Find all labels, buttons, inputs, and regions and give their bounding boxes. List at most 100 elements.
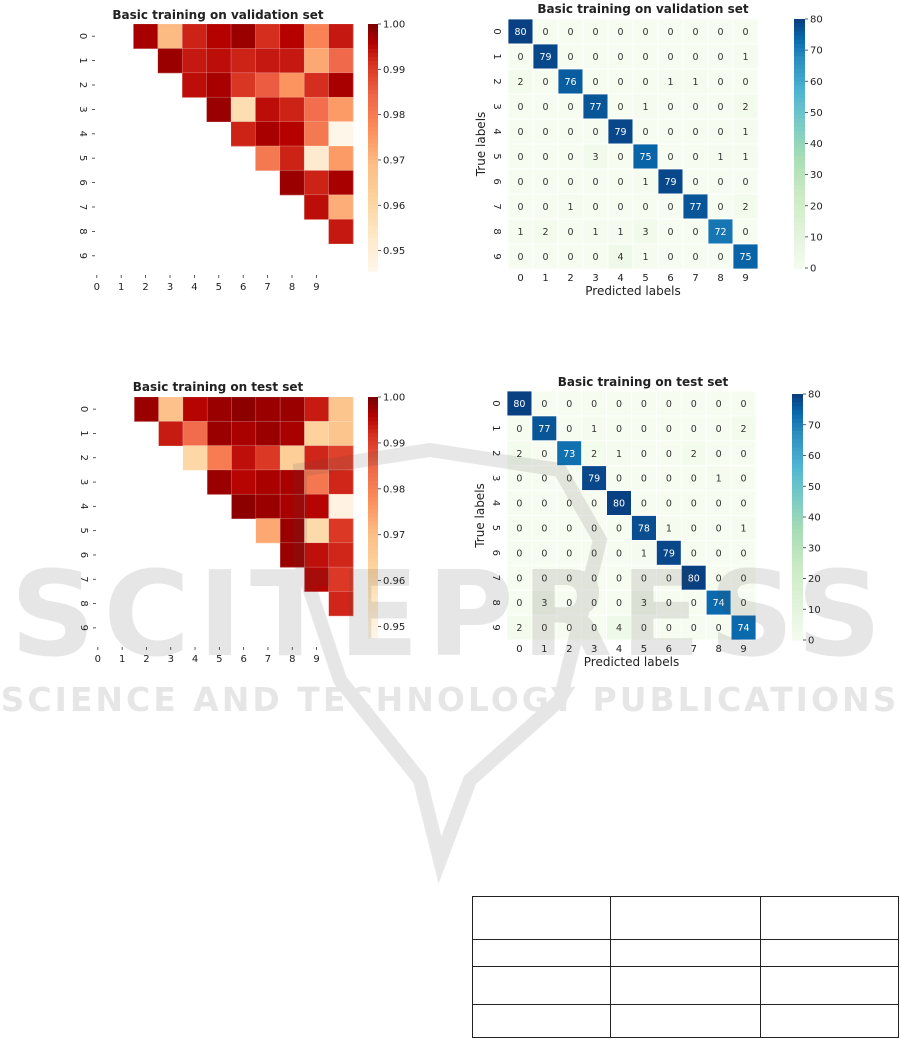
heatmap-colorbar-segment bbox=[368, 529, 378, 535]
confusion-cell-value: 79 bbox=[663, 548, 675, 559]
heatmap-cell-border bbox=[303, 121, 329, 147]
confusion-cell bbox=[506, 490, 533, 516]
heatmap-cell bbox=[206, 48, 232, 74]
confusion-cell bbox=[732, 218, 759, 245]
confusion-colorbar-segment bbox=[792, 582, 803, 588]
heatmap-cell-border bbox=[255, 48, 281, 74]
heatmap-x-tick-label: 7 bbox=[264, 282, 270, 293]
confusion-cell-value: 0 bbox=[617, 202, 623, 213]
confusion-cell-value: 0 bbox=[666, 598, 672, 609]
heatmap-colorbar-segment bbox=[368, 505, 378, 511]
confusion-colorbar-segment bbox=[794, 226, 805, 232]
heatmap-cell-border bbox=[158, 421, 184, 446]
heatmap-colorbar-segment bbox=[368, 77, 378, 83]
confusion-x-tick-label: 6 bbox=[667, 273, 673, 284]
confusion-colorbar-segment bbox=[794, 27, 805, 33]
confusion-cell-value: 0 bbox=[667, 227, 673, 238]
confusion-cell bbox=[631, 564, 657, 591]
confusion-cell-value: 0 bbox=[692, 227, 698, 238]
confusion-cell-value: 1 bbox=[717, 152, 723, 163]
confusion-cell-value: 0 bbox=[717, 252, 723, 263]
heatmap-x-tick-label: 0 bbox=[95, 654, 101, 665]
confusion-cell-value: 0 bbox=[691, 598, 697, 609]
heatmap-cell bbox=[304, 542, 330, 568]
heatmap-colorbar-segment bbox=[368, 168, 378, 173]
colorbar-tick-label: 80 bbox=[810, 15, 823, 26]
heatmap-colorbar-segment bbox=[368, 73, 378, 79]
confusion-colorbar-segment bbox=[792, 537, 803, 543]
heatmap-cell bbox=[304, 445, 330, 471]
colorbar-tick-label: 60 bbox=[810, 77, 823, 88]
confusion-colorbar-segment bbox=[792, 533, 803, 539]
heatmap-cell bbox=[255, 494, 281, 519]
confusion-cell bbox=[632, 18, 659, 45]
confusion-x-tick-label: 0 bbox=[516, 644, 522, 655]
confusion-cell-value: 0 bbox=[741, 399, 747, 410]
confusion-x-tick-label: 5 bbox=[642, 273, 648, 284]
heatmap-colorbar-segment bbox=[368, 52, 378, 58]
confusion-colorbar-segment bbox=[792, 521, 803, 526]
confusion-colorbar-segment bbox=[792, 422, 803, 428]
confusion-colorbar-segment bbox=[792, 558, 803, 563]
heatmap-cell-border bbox=[328, 421, 354, 446]
heatmap-cell-border bbox=[304, 518, 329, 544]
heatmap-cell bbox=[255, 146, 281, 171]
confusion-colorbar-segment bbox=[794, 214, 805, 219]
confusion-colorbar-segment bbox=[794, 122, 805, 128]
confusion-colorbar-segment bbox=[794, 164, 805, 169]
confusion-cell bbox=[581, 614, 608, 641]
confusion-cell-value: 3 bbox=[541, 598, 547, 609]
confusion-y-tick-label: 3 bbox=[490, 475, 501, 481]
confusion-cell-value: 0 bbox=[742, 177, 748, 188]
confusion-cell bbox=[707, 168, 734, 195]
confusion-cell bbox=[631, 614, 657, 641]
confusion-colorbar-segment bbox=[792, 426, 803, 432]
heatmap-colorbar-segment bbox=[368, 266, 378, 272]
confusion-cell bbox=[532, 43, 559, 70]
confusion-cell-value: 3 bbox=[642, 227, 648, 238]
confusion-cell-value: 0 bbox=[716, 623, 722, 634]
heatmap-colorbar-segment bbox=[368, 477, 378, 482]
confusion-cell-value: 0 bbox=[591, 623, 597, 634]
heatmap-cell-border bbox=[328, 518, 354, 544]
confusion-cell-value: 0 bbox=[691, 399, 697, 410]
confusion-cell-value: 0 bbox=[517, 127, 523, 138]
confusion-cell-value: 0 bbox=[616, 474, 622, 485]
heatmap-cell-border bbox=[328, 194, 354, 220]
confusion-colorbar-segment bbox=[792, 402, 803, 407]
heatmap-x-tick-label: 9 bbox=[313, 654, 319, 665]
heatmap-cell-border bbox=[206, 396, 232, 422]
confusion-colorbar-segment bbox=[794, 160, 805, 165]
confusion-cell-value: 0 bbox=[666, 424, 672, 435]
confusion-cell bbox=[607, 193, 634, 220]
confusion-x-axis-label: Predicted labels bbox=[584, 655, 679, 669]
confusion-cell bbox=[682, 168, 709, 195]
table-cell bbox=[760, 896, 899, 940]
heatmap-colorbar-segment bbox=[368, 36, 378, 42]
confusion-cell-value: 0 bbox=[691, 474, 697, 485]
confusion-cell-value: 1 bbox=[741, 523, 747, 534]
heatmap-cell-border bbox=[304, 421, 329, 446]
confusion-x-axis-label: Predicted labels bbox=[585, 284, 680, 298]
confusion-colorbar-segment bbox=[792, 603, 803, 608]
confusion-cell-value: 0 bbox=[742, 27, 748, 38]
confusion-cell bbox=[732, 168, 759, 195]
confusion-colorbar-segment bbox=[794, 64, 805, 70]
heatmap-colorbar-segment bbox=[368, 229, 378, 235]
confusion-cell-value: 0 bbox=[716, 573, 722, 584]
heatmap-colorbar-segment bbox=[368, 180, 378, 186]
confusion-cell bbox=[556, 415, 583, 442]
confusion-cell bbox=[532, 168, 559, 195]
confusion-cell-value: 0 bbox=[641, 499, 647, 510]
heatmap-cell bbox=[231, 397, 257, 422]
heatmap-colorbar-segment bbox=[368, 225, 378, 231]
heatmap-cell bbox=[328, 518, 354, 544]
table-row bbox=[472, 939, 899, 967]
confusion-cell bbox=[506, 564, 533, 591]
confusion-cell-value: 0 bbox=[717, 77, 723, 88]
confusion-cell bbox=[632, 43, 659, 70]
confusion-x-tick-label: 9 bbox=[740, 644, 746, 655]
heatmap-cell-border bbox=[157, 23, 183, 49]
heatmap-cell-border bbox=[279, 421, 305, 446]
heatmap-cell-border bbox=[206, 48, 232, 74]
